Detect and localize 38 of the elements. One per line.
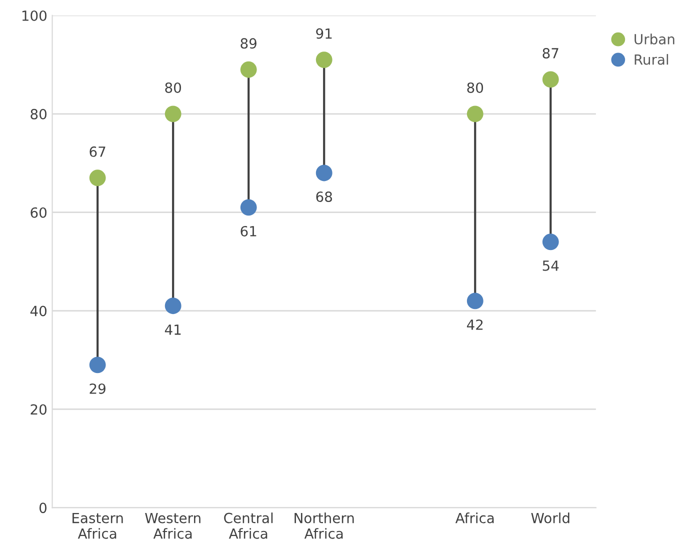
point bbox=[542, 234, 559, 250]
point bbox=[240, 61, 257, 78]
point bbox=[164, 106, 182, 122]
y-tick-label: 40 bbox=[30, 306, 46, 316]
point bbox=[316, 164, 332, 182]
data-label: 87 bbox=[542, 48, 558, 58]
data-label: 42 bbox=[466, 319, 483, 330]
point bbox=[466, 292, 484, 310]
data-label: 41 bbox=[164, 324, 181, 335]
data-label: 89 bbox=[240, 38, 256, 49]
point bbox=[466, 106, 484, 122]
x-tick-label: Eastern Africa bbox=[72, 512, 123, 539]
data-label: 80 bbox=[467, 82, 484, 93]
y-tick-label: 0 bbox=[39, 502, 46, 514]
point bbox=[316, 52, 332, 68]
data-label: 29 bbox=[90, 383, 106, 394]
x-tick-label: Africa bbox=[455, 512, 494, 524]
legend-label: Urban bbox=[634, 34, 674, 44]
y-tick-label: 100 bbox=[22, 10, 46, 21]
x-tick-label: Western Africa bbox=[145, 512, 200, 539]
data-label: 67 bbox=[90, 146, 106, 157]
data-label: 80 bbox=[165, 82, 182, 93]
point bbox=[164, 298, 182, 314]
data-label: 91 bbox=[316, 28, 332, 39]
data-label: 68 bbox=[316, 192, 332, 202]
point bbox=[240, 199, 257, 216]
point bbox=[542, 71, 559, 88]
y-tick-label: 20 bbox=[30, 404, 46, 415]
point bbox=[89, 170, 106, 186]
y-tick-label: 60 bbox=[30, 207, 46, 218]
data-label: 54 bbox=[542, 260, 559, 271]
x-tick-label: Central Africa bbox=[224, 512, 273, 539]
x-tick-label: World bbox=[531, 512, 570, 524]
legend-label: Rural bbox=[634, 54, 668, 65]
point bbox=[89, 356, 106, 374]
y-tick-label: 80 bbox=[30, 108, 46, 120]
data-label: 61 bbox=[240, 226, 256, 236]
x-tick-label: Northern Africa bbox=[294, 512, 354, 539]
